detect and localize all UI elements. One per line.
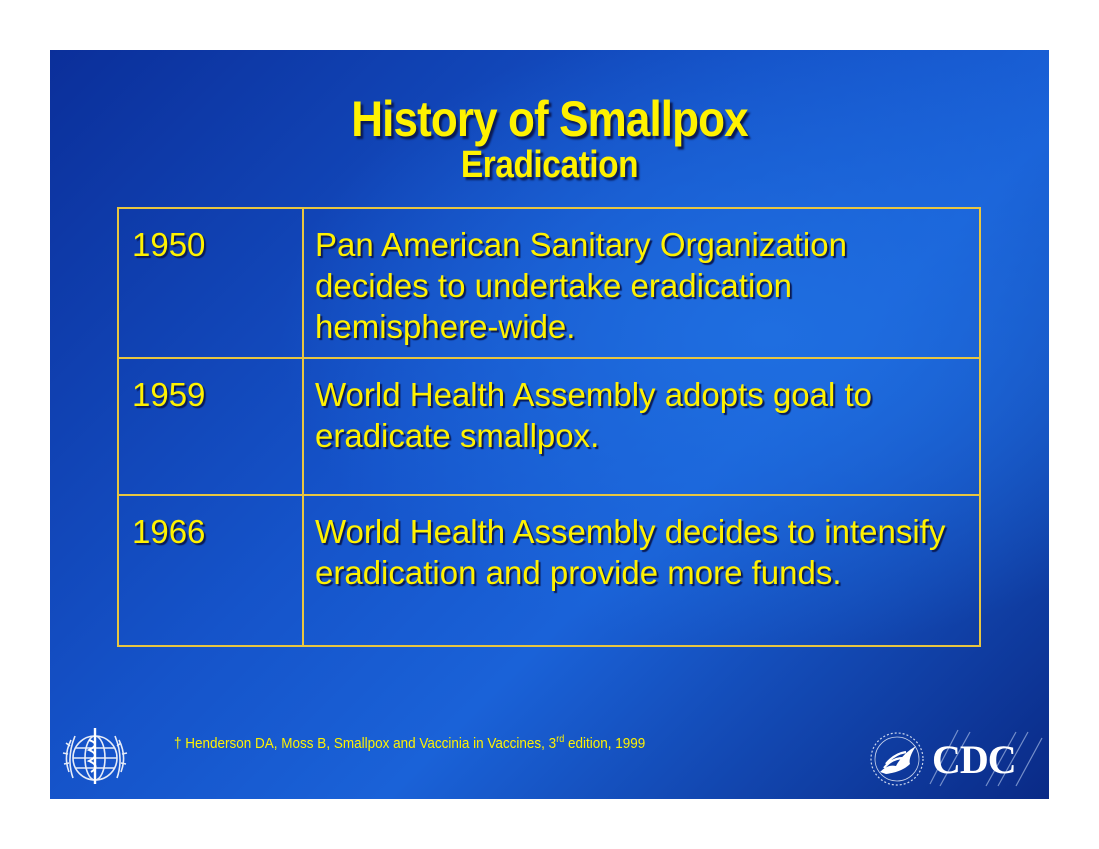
- event-cell: World Health Assembly decides to intensi…: [302, 494, 981, 647]
- table-row: 1959 World Health Assembly adopts goal t…: [117, 357, 981, 496]
- slide-subtitle: Eradication: [460, 144, 639, 186]
- year-cell: 1966: [117, 494, 304, 647]
- table-row: 1966 World Health Assembly decides to in…: [117, 494, 981, 647]
- cdc-wordmark: CDC: [932, 737, 1016, 782]
- slide-title: History of Smallpox: [351, 91, 748, 147]
- year-cell: 1950: [117, 207, 304, 359]
- citation-footnote: † Henderson DA, Moss B, Smallpox and Vac…: [174, 734, 645, 752]
- citation-text-end: edition, 1999: [564, 735, 646, 752]
- table-row: 1950 Pan American Sanitary Organization …: [117, 207, 981, 359]
- event-cell: World Health Assembly adopts goal to era…: [302, 357, 981, 496]
- citation-superscript: rd: [556, 734, 565, 745]
- year-cell: 1959: [117, 357, 304, 496]
- slide: History of Smallpox Eradication 1950 Pan…: [50, 50, 1049, 799]
- who-emblem-icon: [62, 728, 128, 784]
- event-cell: Pan American Sanitary Organization decid…: [302, 207, 981, 359]
- eradication-timeline-table: 1950 Pan American Sanitary Organization …: [117, 207, 981, 647]
- citation-text: † Henderson DA, Moss B, Smallpox and Vac…: [174, 735, 557, 752]
- cdc-logo-icon: CDC: [870, 729, 1043, 787]
